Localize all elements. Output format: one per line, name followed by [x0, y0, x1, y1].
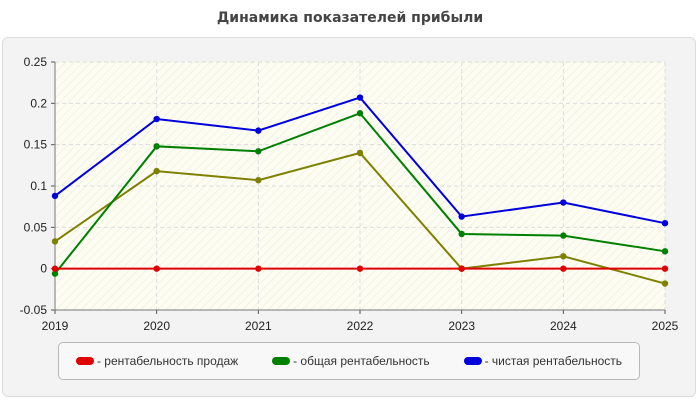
data-point — [560, 265, 567, 272]
legend-item: - рентабельность продаж — [75, 354, 239, 368]
series-2 — [51, 94, 669, 227]
data-point — [661, 220, 669, 227]
legend-label: - чистая рентабельность — [484, 354, 623, 368]
data-point — [255, 148, 262, 155]
data-point — [153, 143, 160, 150]
data-point — [51, 270, 59, 277]
legend-label: - рентабельность продаж — [96, 354, 239, 368]
series-lines — [51, 94, 669, 287]
data-point — [153, 115, 160, 123]
y-tick-label: 0.2 — [30, 96, 47, 110]
tick-labels: -0.05 0 0.05 0.1 0.15 0.2 0.25 2019 2020 2021 2022… — [20, 55, 679, 333]
x-tick-label: 2024 — [550, 319, 577, 333]
data-point — [356, 149, 364, 157]
data-point — [560, 199, 567, 206]
x-tick-label: 2023 — [448, 319, 475, 333]
data-point — [458, 265, 465, 272]
data-point — [255, 265, 262, 272]
data-point — [661, 248, 669, 255]
data-point — [661, 265, 669, 272]
y-tick-label: 0 — [40, 262, 47, 276]
data-point — [51, 265, 59, 272]
y-tick-label: 0.25 — [24, 55, 48, 69]
legend-swatch — [75, 357, 94, 365]
series-1 — [51, 110, 669, 277]
y-tick-label: -0.05 — [20, 303, 48, 317]
legend: - рентабельность продаж - общая рентабель… — [58, 342, 640, 380]
x-tick-label: 2020 — [143, 319, 170, 333]
data-point — [153, 167, 160, 175]
data-point — [661, 280, 669, 287]
y-tick-label: 0.15 — [24, 138, 48, 152]
data-point — [255, 177, 262, 184]
data-point — [560, 253, 567, 260]
y-tick-label: 0.1 — [30, 179, 47, 193]
data-point — [51, 192, 59, 200]
data-point — [51, 238, 59, 245]
data-point — [153, 265, 160, 272]
x-tick-label: 2019 — [42, 319, 69, 333]
legend-label: - общая рентабельность — [293, 354, 430, 368]
data-point — [458, 213, 465, 220]
data-point — [356, 265, 364, 272]
data-point — [356, 110, 364, 117]
data-point — [356, 94, 364, 101]
chart-title: Динамика показателей прибыли — [216, 10, 484, 26]
y-tick-label: 0.05 — [24, 220, 48, 234]
legend-item: - общая рентабельность — [272, 354, 430, 368]
x-tick-label: 2025 — [652, 319, 679, 333]
legend-item: - чистая рентабельность — [463, 354, 623, 368]
data-point — [255, 127, 262, 134]
data-point — [458, 230, 465, 238]
series-0 — [51, 265, 669, 272]
data-point — [560, 232, 567, 239]
x-tick-label: 2022 — [347, 319, 374, 333]
legend-swatch — [272, 357, 291, 365]
x-tick-label: 2021 — [245, 319, 272, 333]
legend-swatch — [463, 357, 482, 365]
